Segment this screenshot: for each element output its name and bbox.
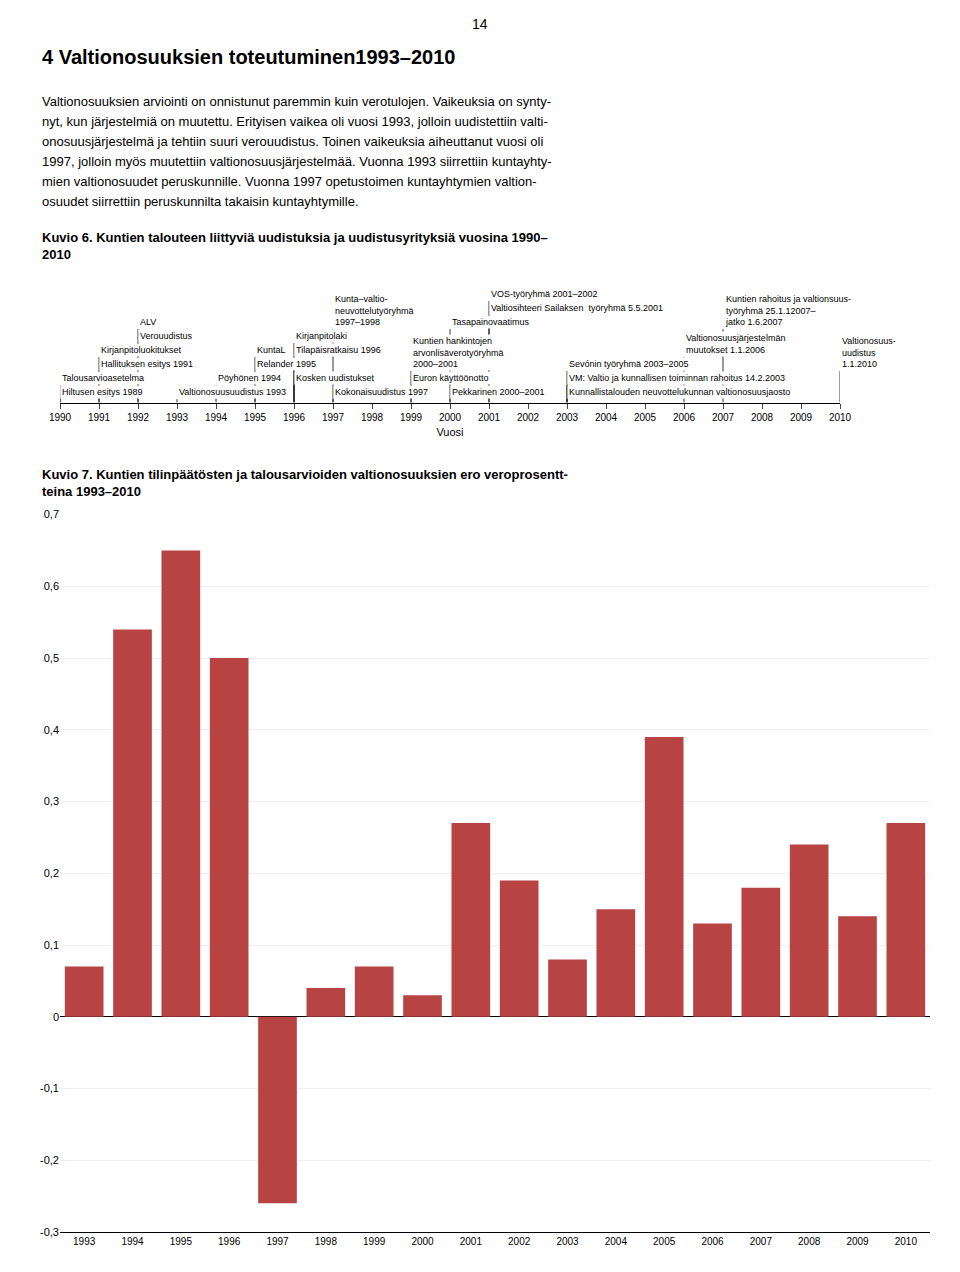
svg-text:Pöyhönen 1994: Pöyhönen 1994 bbox=[218, 373, 281, 383]
svg-text:-0,2: -0,2 bbox=[40, 1154, 59, 1166]
svg-text:2009: 2009 bbox=[790, 412, 813, 423]
svg-text:Hallituksen esitys 1991: Hallituksen esitys 1991 bbox=[101, 359, 193, 369]
svg-text:Kosken uudistukset: Kosken uudistukset bbox=[296, 373, 375, 383]
svg-text:Valtionosuusjärjestelmänmuutok: Valtionosuusjärjestelmänmuutokset 1.1.20… bbox=[686, 333, 785, 355]
svg-text:osuudet siirrettiin peruskunni: osuudet siirrettiin peruskunnilta takais… bbox=[42, 194, 359, 209]
svg-text:1996: 1996 bbox=[218, 1236, 241, 1247]
svg-text:2010: 2010 bbox=[895, 1236, 918, 1247]
svg-text:Kuntien rahoitus ja valtionsuu: Kuntien rahoitus ja valtionsuus-työryhmä… bbox=[725, 294, 851, 327]
svg-text:2007: 2007 bbox=[750, 1236, 773, 1247]
svg-text:Verouudistus: Verouudistus bbox=[140, 331, 193, 341]
svg-text:2005: 2005 bbox=[634, 412, 657, 423]
svg-text:2009: 2009 bbox=[846, 1236, 869, 1247]
svg-text:1999: 1999 bbox=[400, 412, 423, 423]
svg-text:Kuntien hankintojenarvonlisäve: Kuntien hankintojenarvonlisäverotyöryhmä… bbox=[413, 336, 504, 369]
svg-text:1990: 1990 bbox=[49, 412, 72, 423]
svg-text:Relander 1995: Relander 1995 bbox=[257, 359, 316, 369]
svg-text:1993: 1993 bbox=[73, 1236, 96, 1247]
svg-text:2004: 2004 bbox=[605, 1236, 628, 1247]
svg-text:Kirjanpitolaki: Kirjanpitolaki bbox=[296, 331, 347, 341]
svg-text:2003: 2003 bbox=[556, 1236, 579, 1247]
svg-text:0,4: 0,4 bbox=[44, 724, 59, 736]
svg-text:0,6: 0,6 bbox=[44, 580, 59, 592]
svg-text:Kunta–valtio-neuvottelutyöryhm: Kunta–valtio-neuvottelutyöryhmä1997–1998 bbox=[335, 294, 414, 327]
svg-text:Hiltusen esitys 1989: Hiltusen esitys 1989 bbox=[62, 387, 143, 397]
svg-text:mien valtionosuudet peruskunni: mien valtionosuudet peruskunnille. Vuonn… bbox=[42, 174, 537, 189]
svg-text:2008: 2008 bbox=[751, 412, 774, 423]
svg-text:0,1: 0,1 bbox=[44, 939, 59, 951]
svg-text:2005: 2005 bbox=[653, 1236, 676, 1247]
svg-text:Kirjanpitoluokitukset: Kirjanpitoluokitukset bbox=[101, 345, 182, 355]
svg-text:2010: 2010 bbox=[829, 412, 852, 423]
svg-text:1995: 1995 bbox=[170, 1236, 193, 1247]
svg-text:1994: 1994 bbox=[205, 412, 228, 423]
svg-text:2000: 2000 bbox=[411, 1236, 434, 1247]
svg-text:ALV: ALV bbox=[140, 317, 156, 327]
svg-text:2006: 2006 bbox=[673, 412, 696, 423]
svg-text:0: 0 bbox=[53, 1011, 59, 1023]
svg-text:2007: 2007 bbox=[712, 412, 735, 423]
svg-text:2004: 2004 bbox=[595, 412, 618, 423]
svg-text:2003: 2003 bbox=[556, 412, 579, 423]
svg-text:VM: Valtio ja kunnallisen toim: VM: Valtio ja kunnallisen toiminnan raho… bbox=[569, 373, 785, 383]
svg-text:1999: 1999 bbox=[363, 1236, 386, 1247]
svg-text:2000: 2000 bbox=[439, 412, 462, 423]
svg-text:1994: 1994 bbox=[121, 1236, 144, 1247]
svg-text:onosuusjärjestelmä ja tehtiin: onosuusjärjestelmä ja tehtiin suuri vero… bbox=[42, 134, 543, 149]
svg-text:1998: 1998 bbox=[315, 1236, 338, 1247]
svg-text:1993: 1993 bbox=[166, 412, 189, 423]
svg-text:Pekkarinen 2000–2001: Pekkarinen 2000–2001 bbox=[452, 387, 545, 397]
svg-text:Valtionosuuksien arviointi on: Valtionosuuksien arviointi on onnistunut… bbox=[42, 94, 551, 109]
svg-text:Sevónin työryhmä 2003–2005: Sevónin työryhmä 2003–2005 bbox=[569, 359, 689, 369]
svg-text:Kunnallistalouden neuvotteluku: Kunnallistalouden neuvottelukunnan valti… bbox=[569, 387, 790, 397]
svg-text:2002: 2002 bbox=[508, 1236, 531, 1247]
svg-text:1996: 1996 bbox=[283, 412, 306, 423]
svg-text:2008: 2008 bbox=[798, 1236, 821, 1247]
svg-text:0,5: 0,5 bbox=[44, 652, 59, 664]
svg-text:1997: 1997 bbox=[266, 1236, 289, 1247]
svg-text:1991: 1991 bbox=[88, 412, 111, 423]
svg-text:Tilapäisratkaisu 1996: Tilapäisratkaisu 1996 bbox=[296, 345, 381, 355]
svg-text:-0,1: -0,1 bbox=[40, 1082, 59, 1094]
svg-text:2006: 2006 bbox=[701, 1236, 724, 1247]
svg-text:1997, jolloin myös muutettiin: 1997, jolloin myös muutettiin valtionosu… bbox=[42, 154, 552, 169]
svg-text:Kuvio 7. Kuntien tilinpäätöste: Kuvio 7. Kuntien tilinpäätösten ja talou… bbox=[42, 467, 568, 499]
svg-text:2002: 2002 bbox=[517, 412, 540, 423]
svg-text:1998: 1998 bbox=[361, 412, 384, 423]
svg-text:nyt, kun järjestelmiä on muute: nyt, kun järjestelmiä on muutettu. Erity… bbox=[42, 114, 548, 129]
svg-text:1992: 1992 bbox=[127, 412, 150, 423]
svg-text:0,7: 0,7 bbox=[44, 508, 59, 520]
svg-text:0,2: 0,2 bbox=[44, 867, 59, 879]
svg-text:VOS-työryhmä 2001–2002: VOS-työryhmä 2001–2002 bbox=[491, 289, 598, 299]
svg-text:Valtionosuus-uudistus1.1.2010: Valtionosuus-uudistus1.1.2010 bbox=[842, 336, 896, 369]
svg-text:Valtionosuusuudistus 1993: Valtionosuusuudistus 1993 bbox=[179, 387, 286, 397]
svg-text:Tasapainovaatimus: Tasapainovaatimus bbox=[452, 317, 530, 327]
svg-text:Valtiosihteeri Sailaksen työr: Valtiosihteeri Sailaksen työryhmä 5.5.20… bbox=[491, 303, 663, 313]
svg-text:0,3: 0,3 bbox=[44, 795, 59, 807]
svg-text:KuntaL: KuntaL bbox=[257, 345, 286, 355]
svg-text:Vuosi: Vuosi bbox=[436, 426, 463, 438]
svg-text:2001: 2001 bbox=[460, 1236, 483, 1247]
svg-text:-0,3: -0,3 bbox=[40, 1226, 59, 1238]
svg-text:Talousarvioasetelma: Talousarvioasetelma bbox=[62, 373, 144, 383]
svg-text:Kokonaisuudistus 1997: Kokonaisuudistus 1997 bbox=[335, 387, 428, 397]
svg-text:Kuvio 6. Kuntien talouteen lii: Kuvio 6. Kuntien talouteen liittyviä uud… bbox=[42, 230, 548, 262]
svg-text:2001: 2001 bbox=[478, 412, 501, 423]
svg-text:1995: 1995 bbox=[244, 412, 267, 423]
svg-text:1997: 1997 bbox=[322, 412, 345, 423]
svg-text:14: 14 bbox=[472, 16, 488, 32]
svg-text:4 Valtionosuuksien toteutumine: 4 Valtionosuuksien toteutuminen1993–2010 bbox=[42, 46, 455, 68]
svg-text:Euron käyttöönotto: Euron käyttöönotto bbox=[413, 373, 489, 383]
